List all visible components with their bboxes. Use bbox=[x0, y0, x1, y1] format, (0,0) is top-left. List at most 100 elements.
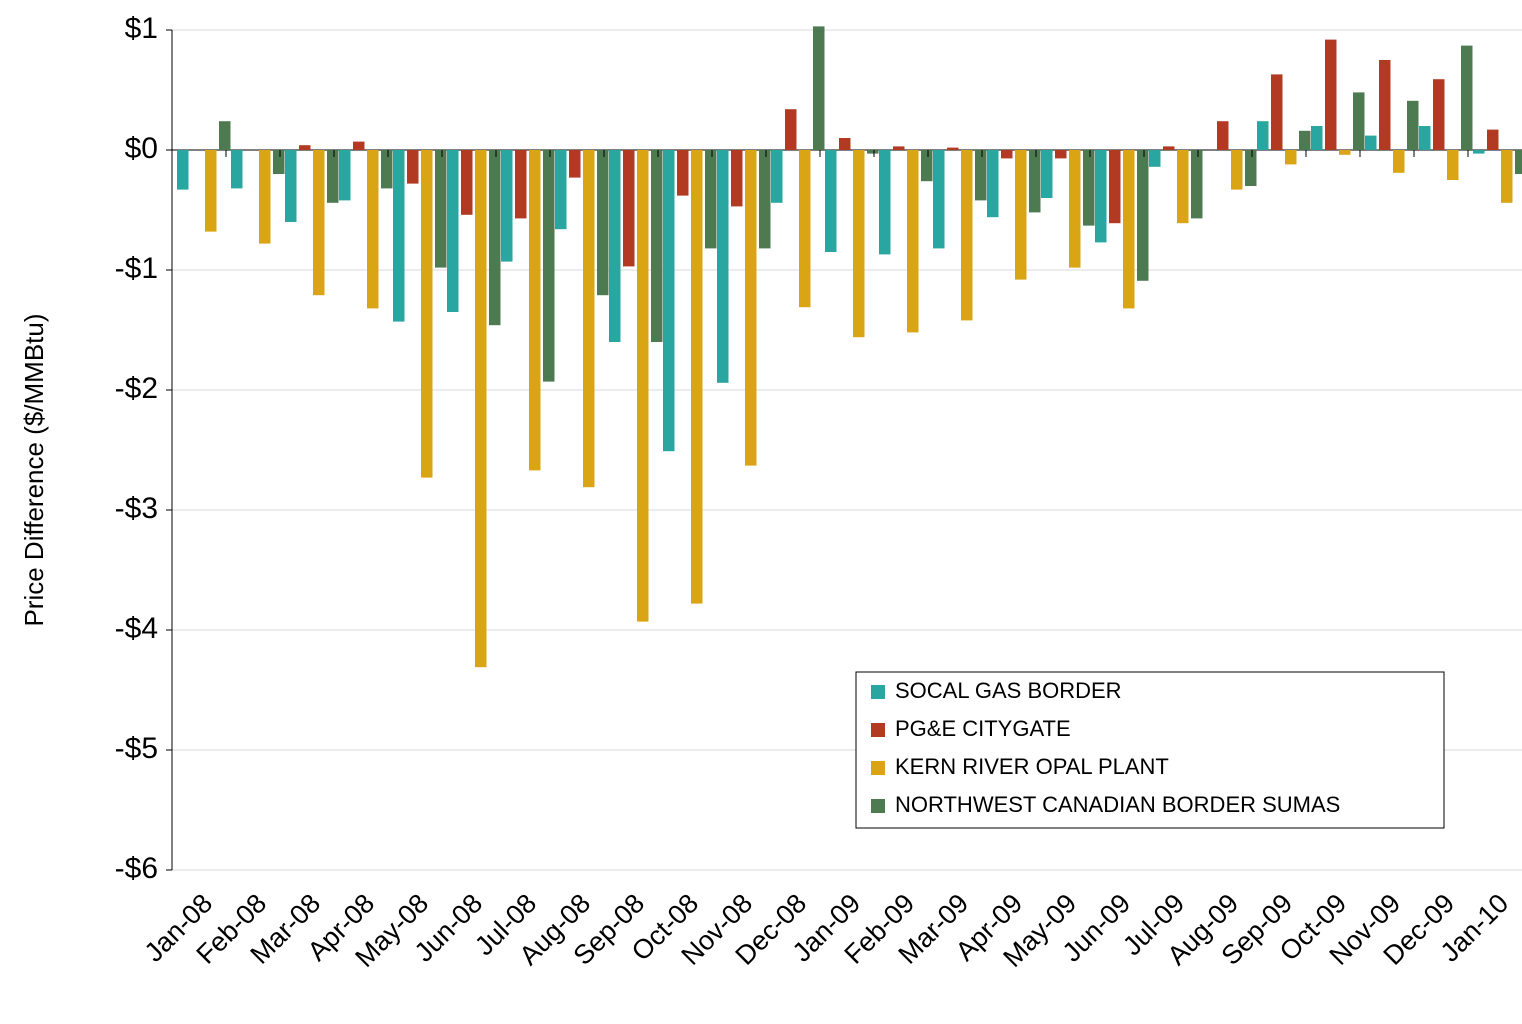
bar bbox=[771, 150, 783, 203]
bar bbox=[501, 150, 513, 262]
bar bbox=[947, 147, 959, 150]
bar bbox=[1393, 150, 1405, 173]
bar bbox=[1271, 74, 1283, 150]
bar bbox=[1487, 129, 1499, 150]
bar bbox=[393, 150, 405, 322]
bar bbox=[421, 150, 433, 478]
bar bbox=[637, 150, 649, 622]
legend-swatch bbox=[871, 723, 885, 737]
bar bbox=[1257, 121, 1269, 150]
bar bbox=[907, 150, 919, 333]
legend-swatch bbox=[871, 799, 885, 813]
bar bbox=[1353, 92, 1365, 150]
y-tick-label: -$5 bbox=[115, 732, 158, 765]
bar bbox=[205, 150, 217, 232]
y-tick-label: -$1 bbox=[115, 252, 158, 285]
bar bbox=[975, 150, 987, 201]
bar bbox=[1285, 150, 1297, 165]
legend-label: PG&E CITYGATE bbox=[895, 716, 1071, 741]
bar bbox=[987, 150, 999, 218]
bar bbox=[555, 150, 567, 230]
bar bbox=[1069, 150, 1081, 268]
bar bbox=[489, 150, 501, 326]
bar bbox=[1407, 100, 1419, 150]
bar bbox=[407, 150, 419, 184]
bar bbox=[367, 150, 379, 309]
bar bbox=[1137, 150, 1149, 281]
bar bbox=[299, 145, 311, 150]
bar bbox=[867, 150, 879, 154]
bar bbox=[1177, 150, 1189, 224]
bar bbox=[717, 150, 729, 383]
bar bbox=[1245, 150, 1257, 186]
legend-label: NORTHWEST CANADIAN BORDER SUMAS bbox=[895, 792, 1340, 817]
bar bbox=[1095, 150, 1107, 243]
bar bbox=[1473, 150, 1485, 154]
bar bbox=[839, 138, 851, 150]
bar bbox=[1299, 130, 1311, 150]
bar bbox=[543, 150, 555, 382]
bar bbox=[353, 141, 365, 150]
bar bbox=[893, 146, 905, 150]
bar bbox=[259, 150, 271, 244]
legend-swatch bbox=[871, 761, 885, 775]
bar bbox=[1015, 150, 1027, 280]
bar bbox=[691, 150, 703, 604]
bar bbox=[461, 150, 473, 215]
bar bbox=[1083, 150, 1095, 226]
bar bbox=[219, 121, 231, 150]
bar bbox=[759, 150, 771, 249]
bar bbox=[785, 109, 797, 150]
bar bbox=[1123, 150, 1135, 309]
bar bbox=[921, 150, 933, 182]
bar bbox=[447, 150, 459, 312]
bar bbox=[1041, 150, 1053, 198]
bar bbox=[583, 150, 595, 488]
bar bbox=[381, 150, 393, 189]
bar bbox=[529, 150, 541, 471]
y-tick-label: -$3 bbox=[115, 492, 158, 525]
bar bbox=[1001, 150, 1013, 159]
bar bbox=[1515, 150, 1522, 174]
bar bbox=[813, 26, 825, 150]
bar bbox=[597, 150, 609, 296]
bar bbox=[879, 150, 891, 255]
legend-label: SOCAL GAS BORDER bbox=[895, 678, 1122, 703]
bar bbox=[327, 150, 339, 203]
bar bbox=[1365, 135, 1377, 150]
bar bbox=[663, 150, 675, 452]
bar bbox=[313, 150, 325, 296]
legend-label: KERN RIVER OPAL PLANT bbox=[895, 754, 1169, 779]
bar bbox=[177, 150, 189, 190]
bar bbox=[515, 150, 527, 219]
y-tick-label: -$6 bbox=[115, 852, 158, 885]
bar bbox=[1461, 45, 1473, 150]
bar bbox=[1231, 150, 1243, 190]
bar bbox=[1109, 150, 1121, 224]
bar bbox=[1433, 79, 1445, 150]
bar bbox=[273, 150, 285, 174]
bar bbox=[731, 150, 743, 207]
y-tick-label: $0 bbox=[125, 132, 158, 165]
bar bbox=[961, 150, 973, 321]
bar bbox=[1029, 150, 1041, 213]
bar bbox=[285, 150, 297, 222]
y-tick-label: $1 bbox=[125, 12, 158, 45]
y-tick-label: -$4 bbox=[115, 612, 158, 645]
bar bbox=[705, 150, 717, 249]
bar bbox=[825, 150, 837, 252]
bar bbox=[1055, 150, 1067, 159]
legend-swatch bbox=[871, 685, 885, 699]
bar bbox=[1191, 150, 1203, 219]
bar bbox=[1149, 150, 1161, 167]
bar bbox=[799, 150, 811, 308]
y-tick-label: -$2 bbox=[115, 372, 158, 405]
bar bbox=[339, 150, 351, 201]
bar bbox=[609, 150, 621, 342]
bar bbox=[1419, 126, 1431, 150]
y-axis-title: Price Difference ($/MMBtu) bbox=[19, 313, 49, 626]
bar bbox=[1325, 39, 1337, 150]
bar bbox=[475, 150, 487, 668]
bar bbox=[1379, 60, 1391, 150]
legend-box bbox=[855, 671, 1445, 829]
